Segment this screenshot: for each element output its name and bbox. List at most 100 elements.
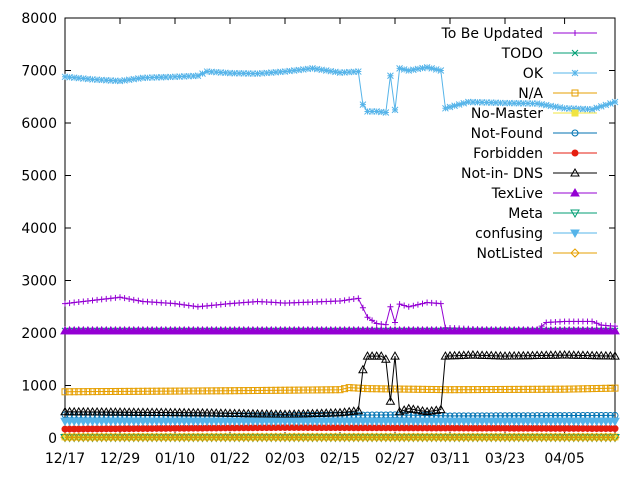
x-tick-label: 02/15	[320, 451, 360, 467]
legend-entry: Not-Found	[471, 126, 597, 142]
data-point	[400, 66, 408, 73]
data-point	[161, 432, 171, 442]
data-point	[460, 386, 468, 394]
data-point	[92, 406, 102, 416]
data-point	[147, 432, 157, 442]
legend-entry: NotListed	[477, 246, 597, 262]
data-point	[117, 294, 123, 301]
data-point	[176, 387, 184, 395]
data-point	[569, 432, 579, 442]
data-point	[417, 432, 428, 442]
data-point	[281, 386, 289, 394]
data-point	[597, 103, 605, 110]
data-point	[151, 432, 162, 442]
data-point	[529, 385, 536, 393]
data-point	[134, 75, 142, 82]
data-point	[208, 68, 216, 76]
data-point	[332, 68, 339, 76]
data-point	[368, 385, 376, 393]
data-point	[248, 432, 258, 442]
data-point	[349, 432, 359, 442]
data-point	[124, 407, 135, 416]
data-point	[401, 302, 408, 309]
data-point	[89, 76, 96, 83]
data-point	[591, 432, 602, 442]
legend-label: Not-in- DNS	[461, 166, 543, 182]
data-point	[217, 387, 225, 395]
legend-entry: OK	[523, 66, 597, 82]
data-point	[491, 432, 501, 442]
data-point	[211, 408, 222, 417]
y-tick-label: 8000	[21, 11, 57, 27]
data-point	[125, 76, 133, 84]
data-point	[486, 432, 496, 442]
data-point	[552, 103, 559, 111]
data-point	[98, 388, 106, 396]
data-point	[390, 351, 400, 360]
data-point	[281, 68, 289, 75]
data-point	[611, 425, 619, 433]
data-point	[504, 432, 515, 442]
data-point	[358, 432, 368, 442]
data-point	[414, 301, 421, 308]
data-point	[133, 407, 144, 416]
data-point	[225, 408, 235, 417]
data-point	[235, 69, 243, 77]
data-point	[116, 77, 124, 85]
data-point	[92, 432, 102, 442]
data-point	[419, 385, 426, 393]
data-point	[422, 432, 432, 442]
data-point	[263, 386, 271, 394]
data-point	[89, 297, 96, 304]
data-point	[184, 432, 194, 442]
data-point	[134, 387, 142, 395]
data-point	[261, 409, 272, 418]
data-point	[157, 387, 165, 395]
data-point	[387, 303, 394, 310]
data-point	[477, 350, 487, 359]
data-point	[79, 75, 87, 82]
data-point	[455, 386, 463, 394]
data-point	[472, 350, 483, 359]
data-point	[468, 350, 478, 359]
data-point	[272, 68, 280, 76]
x-tick-label: 02/03	[265, 451, 305, 467]
data-point	[409, 66, 417, 74]
data-point	[189, 72, 197, 80]
data-point	[238, 408, 249, 418]
data-point	[226, 387, 234, 395]
data-point	[60, 432, 70, 442]
data-point	[568, 350, 579, 359]
data-point	[474, 98, 481, 106]
data-point	[593, 104, 601, 112]
y-tick-label: 4000	[21, 221, 57, 237]
data-point	[588, 105, 596, 113]
data-point	[509, 432, 519, 442]
data-point	[240, 70, 248, 77]
data-point	[266, 432, 276, 442]
data-point	[138, 407, 148, 416]
data-point	[101, 407, 112, 416]
data-point	[294, 432, 304, 442]
data-point	[258, 69, 266, 77]
data-point	[589, 318, 596, 325]
data-point	[570, 229, 580, 239]
data-point	[138, 432, 148, 442]
data-point	[98, 76, 106, 84]
x-tick-label: 01/10	[155, 451, 195, 467]
data-point	[176, 73, 183, 80]
data-point	[102, 76, 110, 84]
data-point	[174, 432, 185, 442]
data-point	[73, 406, 84, 416]
data-point	[130, 75, 138, 83]
data-point	[64, 406, 75, 416]
legend-label: TODO	[501, 46, 543, 62]
data-point	[330, 432, 341, 442]
data-point	[364, 314, 371, 321]
data-point	[413, 405, 423, 414]
data-point	[559, 350, 570, 359]
data-point	[229, 432, 240, 442]
data-point	[62, 300, 68, 307]
data-point	[66, 300, 73, 307]
data-point	[221, 387, 229, 395]
